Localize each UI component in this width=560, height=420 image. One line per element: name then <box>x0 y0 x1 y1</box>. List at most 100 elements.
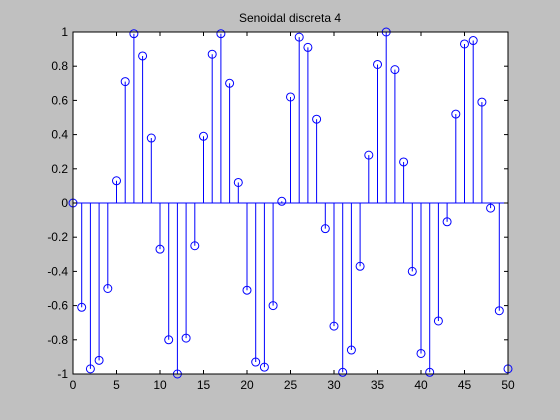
stem-marker <box>181 333 191 343</box>
stem-point <box>277 196 287 206</box>
stem-marker <box>129 29 139 39</box>
stem-point <box>233 177 243 203</box>
stem-point <box>112 176 121 203</box>
stem-marker <box>103 284 113 293</box>
stem-marker <box>146 133 156 143</box>
stem-marker <box>433 316 443 326</box>
y-tick-label: 0.8 <box>51 59 68 73</box>
stem-point <box>433 203 443 326</box>
x-tick-label: 0 <box>70 378 77 392</box>
stem-point <box>312 114 322 203</box>
stems-layer <box>68 27 513 379</box>
stem-point <box>155 203 165 254</box>
stem-marker <box>77 302 87 312</box>
stem-point <box>425 203 435 377</box>
stem-point <box>416 203 426 358</box>
stem-marker <box>468 36 478 46</box>
stem-point <box>129 29 139 203</box>
chart-title: Senoidal discreta 4 <box>239 11 341 25</box>
x-tick-label: 50 <box>501 378 515 392</box>
stem-marker <box>294 32 304 42</box>
stem-marker <box>329 321 339 331</box>
stem-marker <box>225 78 235 88</box>
stem-marker <box>112 176 121 186</box>
stem-point <box>207 49 217 203</box>
stem-point <box>468 36 478 203</box>
x-tick-label: 45 <box>458 378 472 392</box>
y-tick-label: -0.4 <box>47 264 68 278</box>
stem-marker <box>242 285 252 295</box>
x-tick-label: 40 <box>414 378 428 392</box>
stem-marker <box>199 131 208 141</box>
stem-point <box>164 203 174 345</box>
stem-marker <box>320 224 330 234</box>
stem-marker <box>286 92 295 102</box>
stem-point <box>181 203 191 343</box>
stem-marker <box>94 355 104 365</box>
x-tick-label: 5 <box>113 378 120 392</box>
stem-marker <box>425 367 435 377</box>
stem-marker <box>399 157 409 167</box>
x-tick-label: 25 <box>284 378 298 392</box>
stem-marker <box>451 109 461 119</box>
stem-marker <box>85 364 95 374</box>
y-tick-label: 0 <box>61 196 68 210</box>
stem-marker <box>364 150 374 160</box>
stem-point <box>486 203 496 213</box>
stem-point <box>460 39 469 203</box>
stem-marker <box>477 97 487 107</box>
x-tick-label: 15 <box>197 378 211 392</box>
stem-point <box>355 203 365 271</box>
stem-marker <box>190 241 200 251</box>
stem-point <box>120 77 130 203</box>
stem-point <box>494 203 504 316</box>
stem-point <box>190 203 200 251</box>
stem-point <box>103 203 113 293</box>
stem-marker <box>303 42 313 52</box>
stem-point <box>346 203 356 355</box>
stem-marker <box>277 196 287 206</box>
stem-point <box>199 131 208 203</box>
stem-marker <box>251 357 261 367</box>
stem-point <box>225 78 235 203</box>
y-tick-label: 1 <box>61 25 68 39</box>
stem-marker <box>460 39 469 49</box>
stem-point <box>407 203 417 276</box>
stem-marker <box>355 261 365 271</box>
stem-point <box>242 203 252 295</box>
stem-marker <box>338 367 348 377</box>
stem-point <box>251 203 261 367</box>
y-tick-label: 0.6 <box>51 93 68 107</box>
stem-marker <box>312 114 322 124</box>
x-tick-label: 10 <box>153 378 167 392</box>
stem-marker <box>216 29 226 39</box>
y-tick-label: -1 <box>57 367 68 381</box>
stem-point <box>286 92 295 203</box>
stem-point <box>477 97 487 203</box>
stem-point <box>329 203 339 331</box>
x-tick-label: 30 <box>327 378 341 392</box>
stem-marker <box>233 177 243 187</box>
stem-point <box>451 109 461 203</box>
stem-point <box>442 203 452 227</box>
stem-marker <box>138 51 148 61</box>
stem-point <box>364 150 374 203</box>
x-axis: 0 5 10 15 20 25 30 35 40 45 50 <box>70 32 515 392</box>
stem-point <box>138 51 148 203</box>
stem-marker <box>207 49 217 59</box>
y-tick-label: 0.4 <box>51 128 68 142</box>
stem-point <box>146 133 156 203</box>
stem-marker <box>442 217 452 227</box>
stem-marker <box>486 203 496 213</box>
stem-marker <box>346 345 356 355</box>
stem-marker <box>164 335 174 345</box>
stem-marker <box>416 348 426 358</box>
stem-marker <box>259 362 269 372</box>
stem-point <box>77 203 87 312</box>
stem-marker <box>407 266 417 276</box>
stem-point <box>399 157 409 203</box>
stem-point <box>85 203 95 374</box>
stem-point <box>338 203 348 377</box>
